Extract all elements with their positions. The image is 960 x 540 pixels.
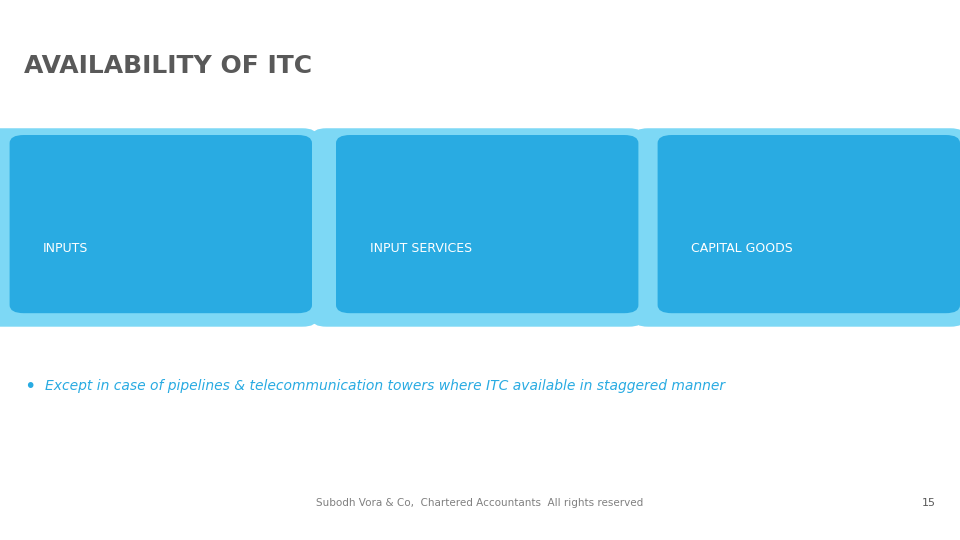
Text: Subodh Vora & Co,  Chartered Accountants  All rights reserved: Subodh Vora & Co, Chartered Accountants …	[317, 497, 643, 508]
Text: 15: 15	[922, 497, 936, 508]
Text: INPUT SERVICES: INPUT SERVICES	[370, 242, 471, 255]
FancyBboxPatch shape	[336, 135, 638, 313]
FancyBboxPatch shape	[634, 128, 960, 327]
FancyBboxPatch shape	[658, 135, 960, 313]
Text: INPUTS: INPUTS	[43, 242, 88, 255]
FancyBboxPatch shape	[312, 128, 643, 327]
FancyBboxPatch shape	[10, 135, 312, 313]
Text: CAPITAL GOODS: CAPITAL GOODS	[691, 242, 793, 255]
Text: Except in case of pipelines & telecommunication towers where ITC available in st: Except in case of pipelines & telecommun…	[45, 379, 725, 393]
Text: •: •	[24, 376, 36, 396]
FancyBboxPatch shape	[0, 128, 317, 327]
Text: AVAILABILITY OF ITC: AVAILABILITY OF ITC	[24, 54, 312, 78]
